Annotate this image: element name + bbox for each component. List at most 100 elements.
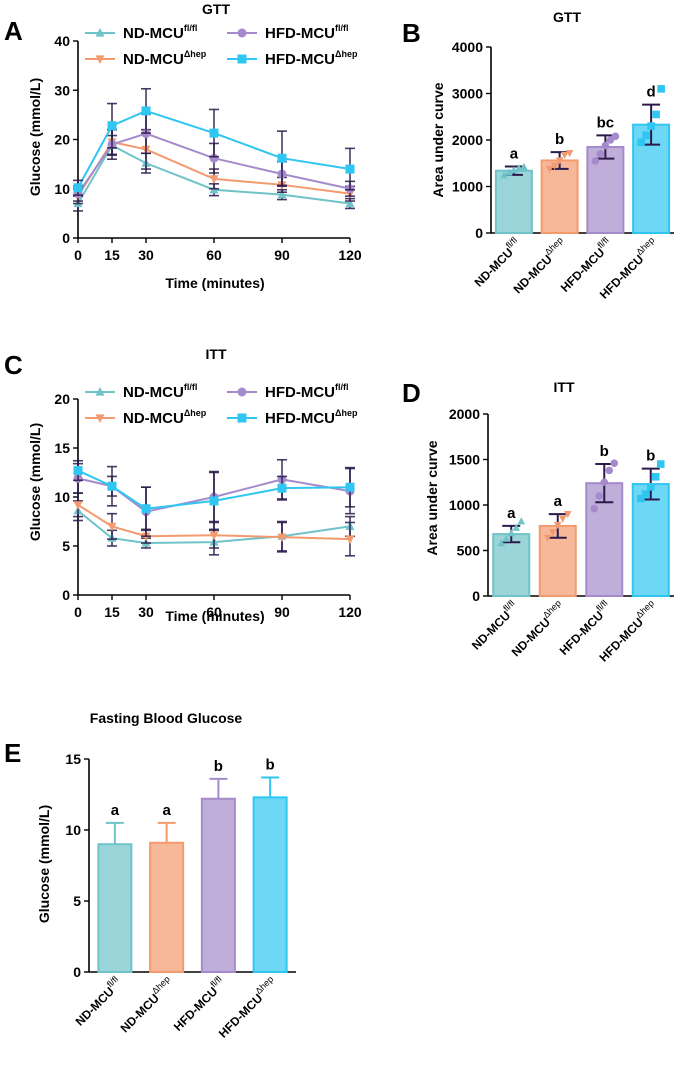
x-tick-label-c: 90 — [274, 604, 290, 620]
data-point-nd_fl — [517, 517, 526, 525]
series-line-hfd_hep — [77, 469, 351, 510]
plot-area-d: 0500100015002000aND-MCUfl/flaND-MCUΔhepb… — [449, 406, 674, 665]
data-point-hfd_hep — [345, 164, 355, 174]
y-tick-label-d: 2000 — [449, 406, 480, 422]
legend-marker-nd_hep — [95, 414, 105, 423]
x-tick-label-a: 15 — [104, 247, 120, 263]
data-point-nd_hep — [553, 521, 562, 530]
bar-hfd_hep — [252, 796, 288, 974]
x-tick-label-a: 60 — [206, 247, 222, 263]
y-tick-label-d: 1500 — [449, 452, 480, 468]
significance-label-hfd_fl: bc — [597, 114, 615, 131]
x-tick-label-a: 30 — [138, 247, 154, 263]
chart-title-b: GTT — [553, 9, 581, 25]
legend-label-nd_hep: ND-MCUΔhep — [123, 408, 207, 427]
data-point-nd_hep — [107, 522, 117, 532]
data-point-nd_hep — [543, 534, 552, 542]
y-tick-label-e: 0 — [73, 964, 81, 980]
significance-label-nd_fl: a — [510, 146, 519, 163]
y-axis-label-a: Glucose (mmol/L) — [27, 78, 43, 196]
data-point-nd_fl — [507, 529, 516, 537]
panel-b: B GTT Area under curve 0 1000 2000 3000 4000… — [402, 9, 674, 302]
data-point-nd_hep — [550, 162, 559, 170]
y-tick-label-a: 0 — [62, 230, 70, 246]
significance-label-nd_hep: a — [162, 802, 171, 819]
x-axis-label-c: Time (minutes) — [165, 608, 264, 624]
bar-hfd_hep — [631, 483, 670, 598]
legend-label-hfd_hep: HFD-MCUΔhep — [265, 49, 358, 68]
data-point-nd_hep — [565, 149, 574, 158]
data-point-nd_fl — [345, 198, 355, 208]
y-axis-label-e: Glucose (mmol/L) — [36, 805, 52, 923]
data-point-hfd_hep — [107, 481, 117, 491]
data-point-nd_hep — [563, 511, 572, 519]
data-point-hfd_fl — [610, 459, 619, 467]
data-point-nd_fl — [277, 189, 287, 199]
y-tick-label-b: 1000 — [452, 179, 483, 195]
legend-label-hfd_hep: HFD-MCUΔhep — [265, 408, 358, 427]
panel-letter-b: B — [402, 18, 421, 48]
legend-marker-hfd_hep — [237, 413, 247, 423]
x-tick-label-c: 15 — [104, 604, 120, 620]
bar-hfd_fl — [200, 797, 236, 974]
x-axis-label-a: Time (minutes) — [165, 275, 264, 291]
data-point-hfd_hep — [637, 138, 645, 147]
data-point-nd_hep — [73, 501, 83, 510]
data-point-hfd_hep — [636, 494, 645, 503]
data-point-hfd_hep — [345, 482, 355, 492]
plot-area-b: 01000200030004000aND-MCUfl/flbND-MCUΔhep… — [452, 39, 674, 302]
data-point-hfd_fl — [595, 492, 604, 500]
x-tick-label-a: 120 — [338, 247, 362, 263]
y-axis-label-c: Glucose (mmol/L) — [27, 423, 43, 541]
legend-label-nd_fl: ND-MCUfl/fl — [123, 23, 197, 42]
y-tick-label-a: 30 — [54, 82, 70, 98]
y-tick-label-e: 5 — [73, 893, 81, 909]
y-tick-label-d: 1000 — [449, 497, 480, 513]
data-point-hfd_hep — [656, 460, 665, 468]
data-point-hfd_fl — [600, 478, 609, 487]
x-tick-label-c: 120 — [338, 604, 362, 620]
chart-title-d: ITT — [554, 379, 575, 395]
plot-area-c: 0 5 10 15 20 0 15 30 60 90 120 ND-MCUfl/fl ND-MCUΔhe… — [54, 382, 361, 620]
chart-title-e: Fasting Blood Glucose — [90, 710, 243, 726]
data-point-hfd_hep — [209, 496, 219, 506]
data-point-hfd_hep — [641, 490, 650, 498]
series-line-nd_fl — [77, 509, 351, 545]
y-axis-label-b: Area under curve — [430, 82, 446, 197]
legend-marker-hfd_hep — [237, 54, 247, 64]
series-line-hfd_hep — [77, 109, 351, 189]
data-point-hfd_fl — [611, 132, 620, 141]
y-tick-label-a: 20 — [54, 132, 70, 148]
y-tick-label-b: 2000 — [452, 132, 483, 148]
bar-nd_fl — [97, 843, 133, 974]
y-tick-label-a: 40 — [54, 33, 70, 49]
bar-nd_hep — [540, 159, 579, 235]
data-point-nd_fl — [505, 168, 513, 176]
data-point-nd_fl — [520, 162, 528, 171]
data-point-nd_hep — [209, 175, 219, 184]
data-point-nd_hep — [560, 151, 569, 160]
legend-marker-hfd_fl — [237, 28, 247, 38]
plot-area-a: 0 10 20 30 40 0 15 30 60 90 120 ND-MCUfl/fl ND-MCUΔh… — [54, 23, 361, 263]
legend-label-hfd_fl: HFD-MCUfl/fl — [265, 382, 348, 401]
significance-label-nd_hep: b — [555, 131, 564, 148]
data-point-hfd_fl — [591, 157, 600, 165]
x-tick-label-c: 60 — [206, 604, 222, 620]
y-tick-label-c: 10 — [54, 489, 70, 505]
data-point-nd_hep — [545, 165, 554, 174]
y-tick-label-c: 20 — [54, 391, 70, 407]
bar-nd_hep — [149, 841, 185, 974]
data-point-hfd_hep — [277, 153, 287, 163]
panel-e: E Fasting Blood Glucose Glucose (mmol/L)… — [4, 710, 296, 1041]
data-point-nd_hep — [558, 515, 567, 523]
panel-letter-d: D — [402, 378, 421, 408]
y-tick-label-b: 3000 — [452, 86, 483, 102]
legend-marker-hfd_fl — [237, 387, 247, 397]
y-tick-label-d: 500 — [457, 543, 481, 559]
y-tick-label-e: 10 — [65, 822, 81, 838]
y-tick-label-d: 0 — [472, 588, 480, 604]
data-point-hfd_hep — [107, 121, 117, 131]
y-tick-label-b: 0 — [475, 225, 483, 241]
legend-marker-nd_fl — [95, 387, 105, 396]
x-tick-label-c: 0 — [74, 604, 82, 620]
